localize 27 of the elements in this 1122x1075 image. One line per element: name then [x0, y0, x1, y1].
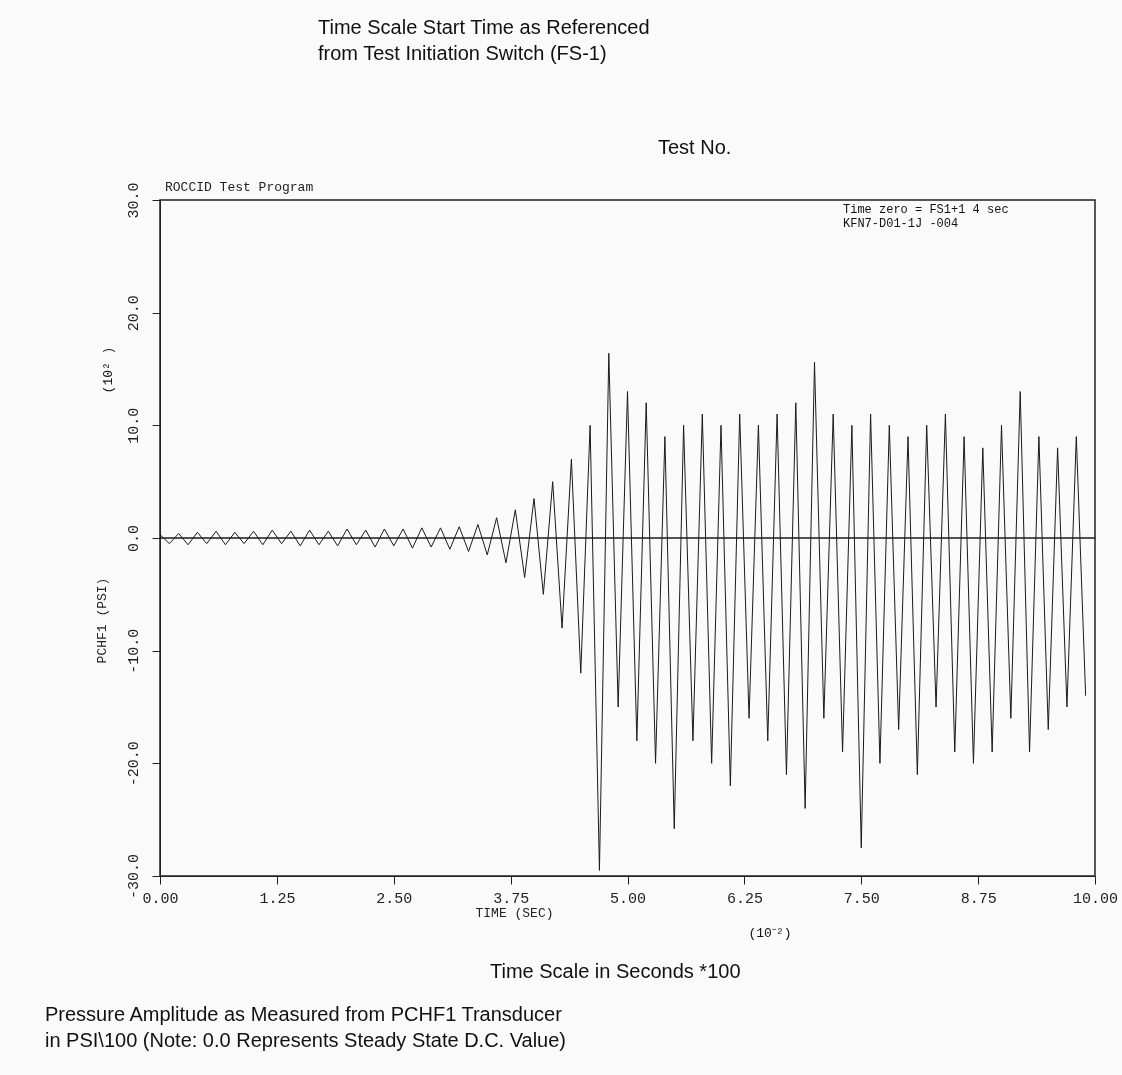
text: Pressure Amplitude as Measured from PCHF1 Transducer in PSI\100 (Note: 0.0 Represents Steady State D.C. Value): [45, 1003, 567, 1051]
x-tick-label: 7.50: [843, 890, 880, 908]
chart-title: ROCCID Test Program: [165, 180, 314, 195]
y-tick-label: 30.0: [125, 182, 143, 219]
y-axis-title: PCHF1 (PSI): [94, 577, 110, 664]
text: Time Scale in Seconds *100: [490, 960, 741, 982]
x-tick-label: 10.00: [1072, 890, 1119, 908]
annotation: KFN7-D01-1J -004: [843, 217, 959, 231]
x-tick-label: 2.50: [376, 890, 413, 908]
x-tick-label: 6.25: [726, 890, 763, 908]
y-tick-label: -20.0: [125, 741, 143, 787]
y-tick-label: -30.0: [125, 853, 143, 900]
text: Test No.: [658, 136, 732, 158]
y-tick-label: 0.0: [125, 524, 143, 553]
text: (10² ): [101, 346, 116, 394]
x-tick-label: 8.75: [960, 890, 997, 908]
annotation: Time zero = FS1+1 4 sec: [843, 203, 1009, 217]
x-tick-label: 5.00: [609, 890, 647, 908]
x-tick-label: 1.25: [259, 890, 296, 908]
x-tick-label: 0.00: [142, 890, 179, 908]
y-tick-label: 20.0: [125, 295, 143, 332]
text: Time Scale Start Time as Referenced from Test Initiation Switch (FS-1): [318, 16, 650, 64]
text: (10⁻²): [748, 926, 792, 941]
x-tick-label: 3.75: [493, 890, 530, 908]
y-tick-label: -10.0: [125, 628, 143, 674]
x-axis-title: TIME (SEC): [475, 905, 554, 921]
y-tick-label: 10.0: [125, 407, 143, 444]
